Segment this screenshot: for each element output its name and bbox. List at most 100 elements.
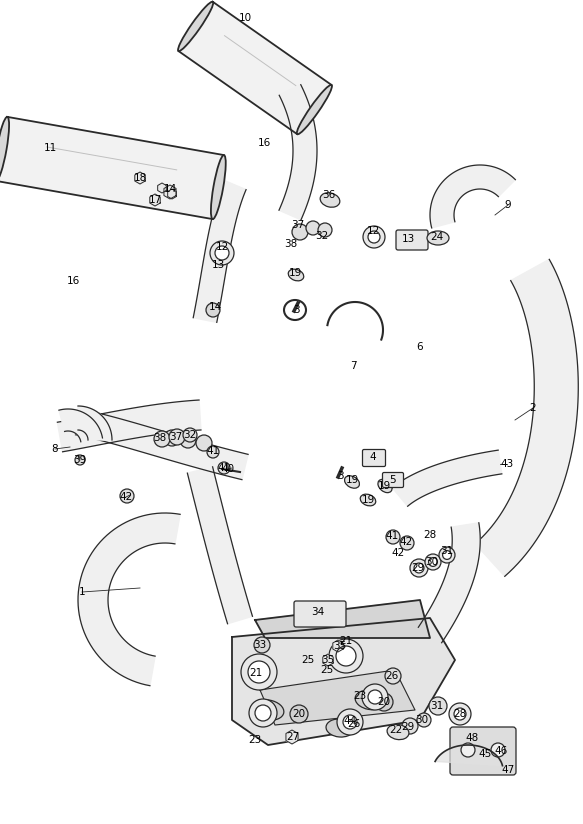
Text: 48: 48 (465, 733, 479, 743)
Text: 34: 34 (311, 607, 325, 617)
Text: 19: 19 (377, 481, 391, 491)
Circle shape (241, 654, 277, 690)
Circle shape (400, 536, 414, 550)
Polygon shape (168, 189, 176, 199)
Text: 29: 29 (412, 563, 424, 573)
FancyBboxPatch shape (382, 472, 403, 488)
Text: 12: 12 (215, 242, 229, 252)
Circle shape (218, 462, 230, 474)
Polygon shape (255, 600, 430, 638)
Text: 24: 24 (430, 232, 444, 242)
Polygon shape (279, 85, 317, 220)
Circle shape (75, 455, 85, 465)
FancyBboxPatch shape (294, 601, 346, 627)
Text: 2: 2 (530, 403, 536, 413)
Circle shape (318, 223, 332, 237)
Text: 37: 37 (292, 220, 305, 230)
Polygon shape (135, 172, 145, 184)
Circle shape (417, 713, 431, 727)
Text: 25: 25 (301, 655, 315, 665)
Text: 42: 42 (399, 537, 413, 547)
Polygon shape (0, 117, 224, 219)
Polygon shape (59, 409, 103, 442)
Polygon shape (232, 618, 455, 745)
Circle shape (306, 221, 320, 235)
Text: 42: 42 (120, 492, 132, 502)
Circle shape (337, 709, 363, 735)
Circle shape (164, 430, 180, 446)
Text: 4: 4 (370, 452, 376, 462)
Text: 22: 22 (389, 725, 403, 735)
Text: 29: 29 (401, 722, 415, 732)
Text: 19: 19 (361, 495, 375, 505)
Text: 47: 47 (501, 765, 515, 775)
Polygon shape (419, 522, 480, 643)
Circle shape (368, 690, 382, 704)
Text: 45: 45 (479, 749, 491, 759)
FancyBboxPatch shape (450, 727, 516, 775)
Polygon shape (475, 260, 578, 576)
Circle shape (385, 668, 401, 684)
Ellipse shape (378, 480, 392, 493)
Ellipse shape (178, 2, 213, 51)
Circle shape (362, 684, 388, 710)
Ellipse shape (360, 494, 376, 506)
Polygon shape (57, 400, 201, 452)
Circle shape (210, 241, 234, 265)
Circle shape (363, 226, 385, 248)
Polygon shape (150, 194, 160, 206)
Circle shape (491, 743, 505, 757)
Text: 12: 12 (366, 226, 380, 236)
Circle shape (442, 550, 451, 559)
Text: 1: 1 (79, 587, 85, 597)
Polygon shape (187, 467, 252, 624)
Text: 20: 20 (293, 709, 305, 719)
Text: 13: 13 (212, 260, 224, 270)
Text: 9: 9 (505, 200, 511, 210)
Circle shape (248, 661, 270, 683)
Text: 28: 28 (423, 530, 437, 540)
Ellipse shape (355, 691, 385, 709)
Circle shape (183, 428, 197, 442)
Text: 46: 46 (494, 746, 508, 756)
Circle shape (402, 718, 418, 734)
Text: 38: 38 (285, 239, 298, 249)
Text: 35: 35 (321, 655, 335, 665)
Circle shape (169, 429, 185, 445)
Ellipse shape (427, 231, 449, 245)
Circle shape (439, 547, 455, 563)
Text: 18: 18 (134, 173, 147, 183)
Text: 30: 30 (416, 715, 429, 725)
Text: 14: 14 (163, 184, 177, 194)
Circle shape (249, 699, 277, 727)
Polygon shape (76, 410, 248, 480)
Text: 42: 42 (391, 548, 405, 558)
Circle shape (375, 693, 393, 711)
Text: 36: 36 (322, 190, 336, 200)
Text: 8: 8 (52, 444, 58, 454)
Ellipse shape (326, 719, 354, 737)
Text: 26: 26 (347, 719, 361, 729)
Text: 41: 41 (206, 446, 220, 456)
Ellipse shape (252, 700, 284, 720)
Text: 43: 43 (500, 459, 514, 469)
Polygon shape (286, 730, 298, 744)
Circle shape (154, 431, 170, 447)
Text: 3: 3 (293, 305, 299, 315)
Text: 17: 17 (149, 195, 161, 205)
Ellipse shape (387, 724, 409, 740)
Text: 3: 3 (337, 471, 343, 481)
Text: 35: 35 (333, 641, 347, 651)
Circle shape (429, 558, 437, 566)
Circle shape (206, 303, 220, 317)
Polygon shape (392, 450, 502, 506)
Polygon shape (323, 654, 333, 666)
Ellipse shape (211, 155, 226, 219)
Text: 16: 16 (257, 138, 271, 148)
Text: 14: 14 (208, 302, 222, 312)
Text: 41: 41 (217, 463, 231, 473)
Circle shape (343, 715, 357, 729)
Circle shape (196, 435, 212, 451)
Text: 10: 10 (238, 13, 251, 23)
Ellipse shape (345, 475, 360, 488)
